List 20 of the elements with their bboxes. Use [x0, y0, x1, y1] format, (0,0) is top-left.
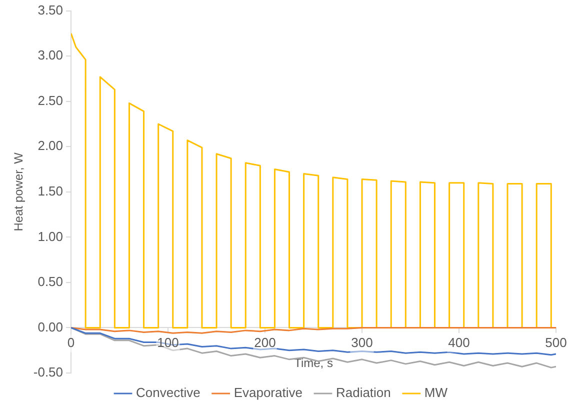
y-tick-label: 3.50 — [38, 2, 64, 18]
y-tick-label: 1.50 — [38, 183, 64, 198]
y-tick-label: 3.00 — [38, 48, 64, 63]
y-tick-label: 1.00 — [38, 228, 64, 244]
y-tick-label: -0.50 — [33, 364, 64, 380]
x-tick-label: 200 — [254, 335, 276, 350]
x-tick-label: 500 — [545, 335, 567, 350]
y-tick-label: 0.00 — [38, 319, 64, 334]
y-axis-title: Heat power, W — [12, 152, 26, 232]
x-tick-label: 300 — [351, 335, 373, 350]
legend-label: Radiation — [336, 385, 391, 400]
x-tick-label: 400 — [448, 335, 470, 350]
x-tick-label: 0 — [67, 335, 75, 350]
legend-label: Convective — [136, 385, 200, 400]
y-tick-label: 2.50 — [38, 92, 64, 108]
y-tick-label: 2.00 — [38, 138, 64, 154]
legend-label: MW — [424, 385, 448, 400]
y-tick-label: 0.50 — [38, 274, 64, 290]
x-axis-title: Time, s — [294, 356, 333, 370]
legend-label: Evaporative — [234, 385, 302, 400]
